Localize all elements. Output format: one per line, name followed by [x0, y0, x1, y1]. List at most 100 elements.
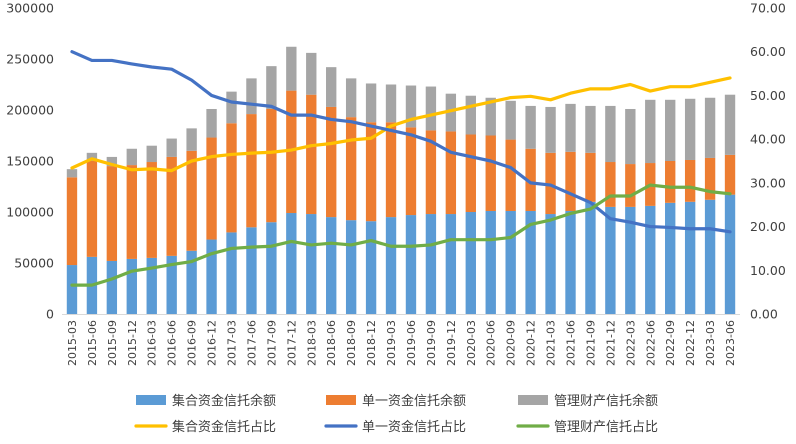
- bar-0-30: [665, 202, 676, 314]
- y-left-tick-label: 200000: [6, 103, 54, 118]
- x-tick-label: 2019-03: [385, 320, 398, 366]
- lines-layer: [70, 50, 732, 287]
- bar-0-15: [365, 221, 377, 314]
- bar-2-14: [345, 78, 357, 118]
- bar-2-10: [266, 66, 277, 109]
- y-right-tick-label: 70.00: [750, 1, 786, 16]
- x-tick-label: 2016-06: [166, 320, 179, 366]
- bar-2-24: [545, 106, 556, 153]
- bar-2-19: [445, 93, 457, 132]
- legend-swatch-bar-1: [326, 395, 356, 405]
- bar-1-4: [146, 162, 157, 258]
- bar-0-22: [505, 210, 516, 314]
- legend-swatch-bar-0: [136, 395, 166, 405]
- bar-0-11: [286, 213, 297, 314]
- bar-1-3: [126, 165, 137, 259]
- bar-1-5: [166, 156, 177, 256]
- y-left-tick-label: 250000: [6, 52, 54, 67]
- x-tick-label: 2019-09: [425, 320, 438, 366]
- x-tick-label: 2021-09: [584, 320, 597, 366]
- x-tick-label: 2020-12: [525, 320, 538, 366]
- x-tick-label: 2021-03: [545, 320, 558, 366]
- bar-0-27: [605, 206, 616, 314]
- bar-0-13: [326, 217, 337, 314]
- bar-1-10: [266, 108, 277, 223]
- x-tick-label: 2020-06: [485, 320, 498, 366]
- x-tick-label: 2023-06: [724, 320, 737, 366]
- bar-2-23: [525, 105, 536, 149]
- bar-1-14: [345, 117, 357, 221]
- bar-0-5: [166, 255, 177, 314]
- bar-0-3: [126, 258, 137, 314]
- x-tick-label: 2015-06: [86, 320, 99, 366]
- x-tick-label: 2021-06: [565, 320, 578, 366]
- bar-1-8: [226, 123, 237, 233]
- bar-2-21: [485, 97, 496, 136]
- bar-2-8: [226, 91, 237, 124]
- bar-1-31: [684, 159, 696, 202]
- bar-0-29: [645, 205, 656, 314]
- bar-2-22: [505, 100, 516, 140]
- bar-1-23: [525, 148, 536, 211]
- y-left-tick-label: 150000: [6, 154, 54, 169]
- y-right-tick-label: 40.00: [750, 132, 786, 147]
- x-tick-label: 2017-09: [265, 320, 278, 366]
- bar-1-11: [286, 90, 297, 214]
- bar-0-14: [345, 220, 357, 314]
- bar-0-0: [66, 265, 78, 314]
- x-tick-label: 2017-03: [226, 320, 239, 366]
- bar-2-13: [326, 67, 337, 107]
- bar-1-25: [565, 151, 576, 211]
- bar-0-2: [106, 260, 118, 314]
- bar-0-19: [445, 214, 457, 314]
- bar-2-26: [585, 105, 596, 153]
- y-right-tick-label: 30.00: [750, 175, 786, 190]
- y-right-tick-label: 60.00: [750, 44, 786, 59]
- bar-1-26: [585, 152, 596, 202]
- bar-1-12: [306, 94, 317, 215]
- bar-0-33: [724, 194, 736, 314]
- bar-0-18: [425, 214, 437, 314]
- legend-label: 集合资金信托占比: [172, 419, 276, 435]
- bar-2-6: [186, 128, 197, 151]
- x-tick-label: 2022-06: [644, 320, 657, 366]
- legend-label: 单一资金信托占比: [362, 419, 466, 435]
- x-tick-label: 2018-03: [305, 320, 318, 366]
- legend-swatch-bar-2: [518, 395, 548, 405]
- line-series-1: [70, 50, 732, 234]
- bar-2-18: [425, 86, 437, 131]
- bar-2-28: [625, 108, 636, 165]
- bar-1-27: [605, 162, 616, 207]
- bar-1-6: [186, 150, 197, 251]
- bar-1-1: [86, 161, 98, 257]
- bar-0-7: [206, 239, 217, 314]
- bar-0-31: [684, 201, 696, 314]
- x-tick-label: 2018-12: [365, 320, 378, 366]
- x-tick-label: 2020-09: [505, 320, 518, 366]
- y-left-tick-label: 0: [46, 307, 54, 322]
- bar-0-32: [704, 199, 716, 314]
- bar-2-9: [246, 78, 257, 115]
- bar-2-33: [724, 94, 736, 155]
- bar-2-4: [146, 145, 157, 163]
- bar-0-28: [625, 206, 636, 314]
- bar-2-17: [405, 85, 417, 128]
- bar-2-32: [704, 97, 716, 158]
- legend-label: 单一资金信托余额: [362, 393, 466, 409]
- bar-0-9: [246, 227, 257, 314]
- bar-1-30: [665, 161, 676, 203]
- x-tick-label: 2018-09: [345, 320, 358, 366]
- legend-label: 管理财产信托余额: [554, 393, 658, 409]
- bar-1-9: [246, 114, 257, 228]
- x-tick-label: 2016-09: [186, 320, 199, 366]
- bar-2-20: [465, 95, 476, 135]
- bar-2-27: [605, 105, 616, 163]
- bar-1-20: [465, 134, 476, 212]
- y-right-tick-label: 50.00: [750, 88, 786, 103]
- x-tick-label: 2015-03: [66, 320, 79, 366]
- line-series-2: [70, 183, 732, 287]
- bar-2-16: [385, 84, 397, 123]
- x-tick-label: 2017-06: [245, 320, 258, 366]
